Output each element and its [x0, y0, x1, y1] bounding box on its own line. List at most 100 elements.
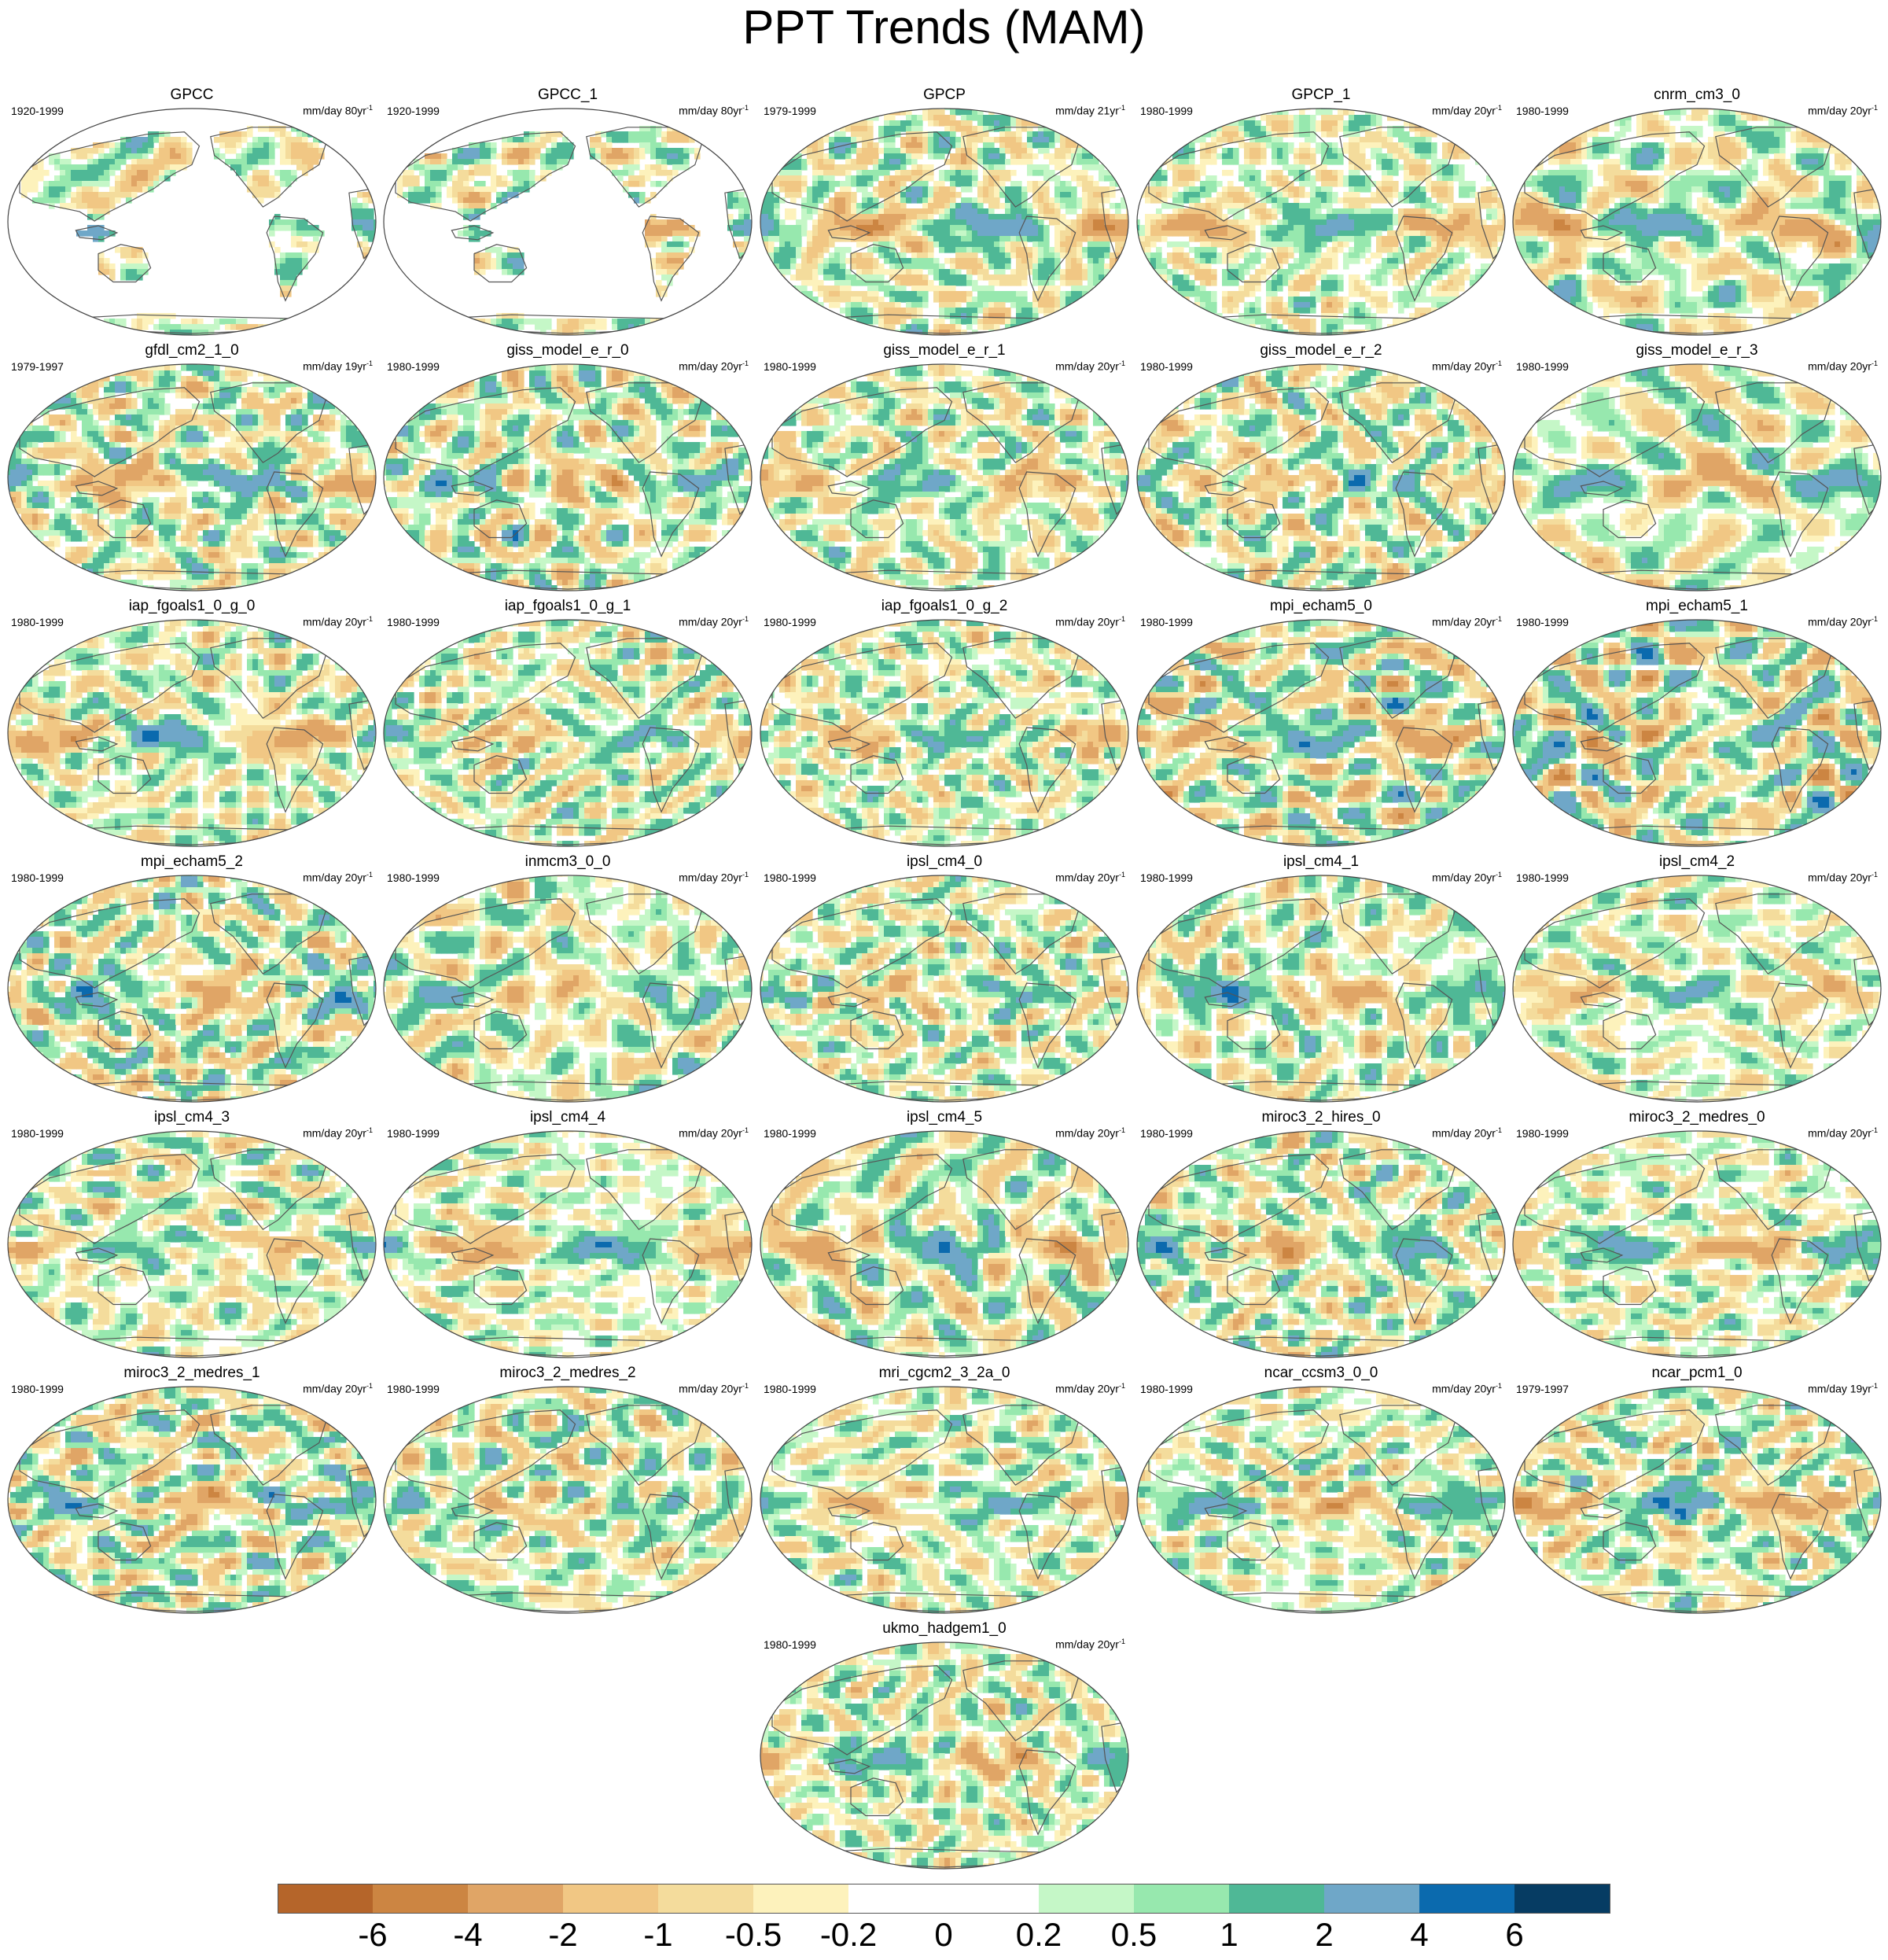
map-svg: [1512, 875, 1882, 1103]
coastline: [1148, 131, 1330, 222]
coastline: [98, 1266, 152, 1306]
panel-title: miroc3_2_medres_1: [5, 1365, 379, 1382]
map-svg: [7, 1386, 377, 1614]
coastline: [451, 1503, 495, 1519]
map-panel: iap_fgoals1_0_g_0 1980-1999 mm/day 20yr-1: [5, 598, 379, 849]
panel-period: 1980-1999: [1140, 615, 1193, 629]
map-border: [1512, 875, 1882, 1103]
panel-units: mm/day 20yr-1: [1432, 868, 1502, 885]
panel-title: ipsl_cm4_3: [5, 1109, 379, 1126]
map-panel: miroc3_2_medres_1 1980-1999 mm/day 20yr-1: [5, 1365, 379, 1616]
map-panel: iap_fgoals1_0_g_2 1980-1999 mm/day 20yr-1: [757, 598, 1132, 849]
map-svg: [1512, 108, 1882, 336]
coastline: [1227, 499, 1281, 539]
trend-field: [384, 1387, 752, 1613]
panel-units: mm/day 20yr-1: [679, 868, 749, 885]
coastline: [1227, 1266, 1281, 1306]
coastline: [1395, 471, 1453, 558]
coastline: [1524, 387, 1706, 477]
panel-title: inmcm3_0_0: [381, 853, 755, 871]
coastline: [1204, 992, 1248, 1008]
coastline: [642, 1494, 700, 1580]
trend-field: [1137, 364, 1505, 591]
coastline: [266, 1494, 324, 1580]
trend-field: [1513, 875, 1881, 1102]
map-border: [1136, 1386, 1506, 1614]
map-panel: inmcm3_0_0 1980-1999 mm/day 20yr-1: [381, 853, 755, 1105]
map-border: [7, 875, 377, 1103]
map-svg: [760, 875, 1129, 1103]
panel-units: mm/day 20yr-1: [1808, 356, 1878, 374]
map-border: [383, 363, 753, 591]
coastline: [19, 898, 201, 989]
panel-units: mm/day 20yr-1: [1055, 868, 1125, 885]
coastline: [1771, 471, 1829, 558]
coastline: [1524, 643, 1706, 733]
coastline: [19, 131, 201, 222]
coastline: [1603, 1011, 1657, 1050]
map-border: [7, 108, 377, 336]
coastline: [19, 1154, 201, 1244]
coastline: [1204, 736, 1248, 752]
coastline: [1603, 244, 1657, 283]
trend-field: [8, 875, 376, 1102]
panel-period: 1980-1999: [764, 1382, 816, 1396]
trend-field: [384, 620, 752, 846]
coastline: [642, 1238, 700, 1324]
map-border: [383, 108, 753, 336]
coastline: [771, 1409, 953, 1500]
coastline: [98, 244, 152, 283]
map-border: [383, 1386, 753, 1614]
panel-period: 1980-1999: [387, 359, 440, 374]
panel-period: 1979-1997: [11, 359, 64, 374]
map-panel: ipsl_cm4_3 1980-1999 mm/day 20yr-1: [5, 1109, 379, 1361]
coastline: [473, 244, 528, 283]
panel-units: mm/day 20yr-1: [1055, 356, 1125, 374]
panel-period: 1980-1999: [764, 359, 816, 374]
coastline: [395, 131, 576, 222]
coastline: [827, 992, 871, 1008]
colorbar: [278, 1884, 1610, 1918]
map-border: [1136, 363, 1506, 591]
map-panel: gfdl_cm2_1_0 1979-1997 mm/day 19yr-1: [5, 342, 379, 594]
panel-period: 1980-1999: [11, 1382, 64, 1396]
coastline: [1771, 216, 1829, 302]
map-border: [760, 363, 1129, 591]
panel-title: cnrm_cm3_0: [1510, 87, 1884, 104]
panel-units: mm/day 80yr-1: [679, 101, 749, 118]
map-svg: [1136, 108, 1506, 336]
coastline: [98, 1011, 152, 1050]
map-svg: [1512, 363, 1882, 591]
coastline: [266, 982, 324, 1069]
coastline: [850, 1266, 904, 1306]
panel-period: 1980-1999: [1516, 871, 1569, 885]
map-svg: [760, 1130, 1129, 1358]
map-border: [1512, 619, 1882, 847]
coastline: [19, 387, 201, 477]
colorbar-swatch: [658, 1884, 754, 1914]
panel-units: mm/day 20yr-1: [1055, 1123, 1125, 1140]
panel-units: mm/day 19yr-1: [1808, 1379, 1878, 1396]
panel-units: mm/day 20yr-1: [1055, 612, 1125, 629]
colorbar-swatch: [1514, 1884, 1610, 1914]
colorbar-swatch: [1419, 1884, 1515, 1914]
map-border: [1512, 108, 1882, 336]
map-panel: giss_model_e_r_3 1980-1999 mm/day 20yr-1: [1510, 342, 1884, 594]
map-svg: [7, 619, 377, 847]
panel-period: 1980-1999: [764, 1126, 816, 1140]
colorbar-swatch: [1324, 1884, 1420, 1914]
coastline: [771, 898, 953, 989]
panel-period: 1980-1999: [387, 615, 440, 629]
panel-units: mm/day 20yr-1: [1432, 1123, 1502, 1140]
panel-period: 1980-1999: [11, 615, 64, 629]
coastline: [1204, 481, 1248, 496]
coastline: [1395, 216, 1453, 302]
panel-units: mm/day 20yr-1: [1055, 1634, 1125, 1652]
panel-title: miroc3_2_medres_0: [1510, 1109, 1884, 1126]
colorbar-tick-label: 6: [1505, 1915, 1523, 1954]
map-svg: [7, 363, 377, 591]
coastline: [1395, 1238, 1453, 1324]
coastline: [850, 1522, 904, 1561]
panel-period: 1980-1999: [764, 871, 816, 885]
coastline: [1227, 244, 1281, 283]
